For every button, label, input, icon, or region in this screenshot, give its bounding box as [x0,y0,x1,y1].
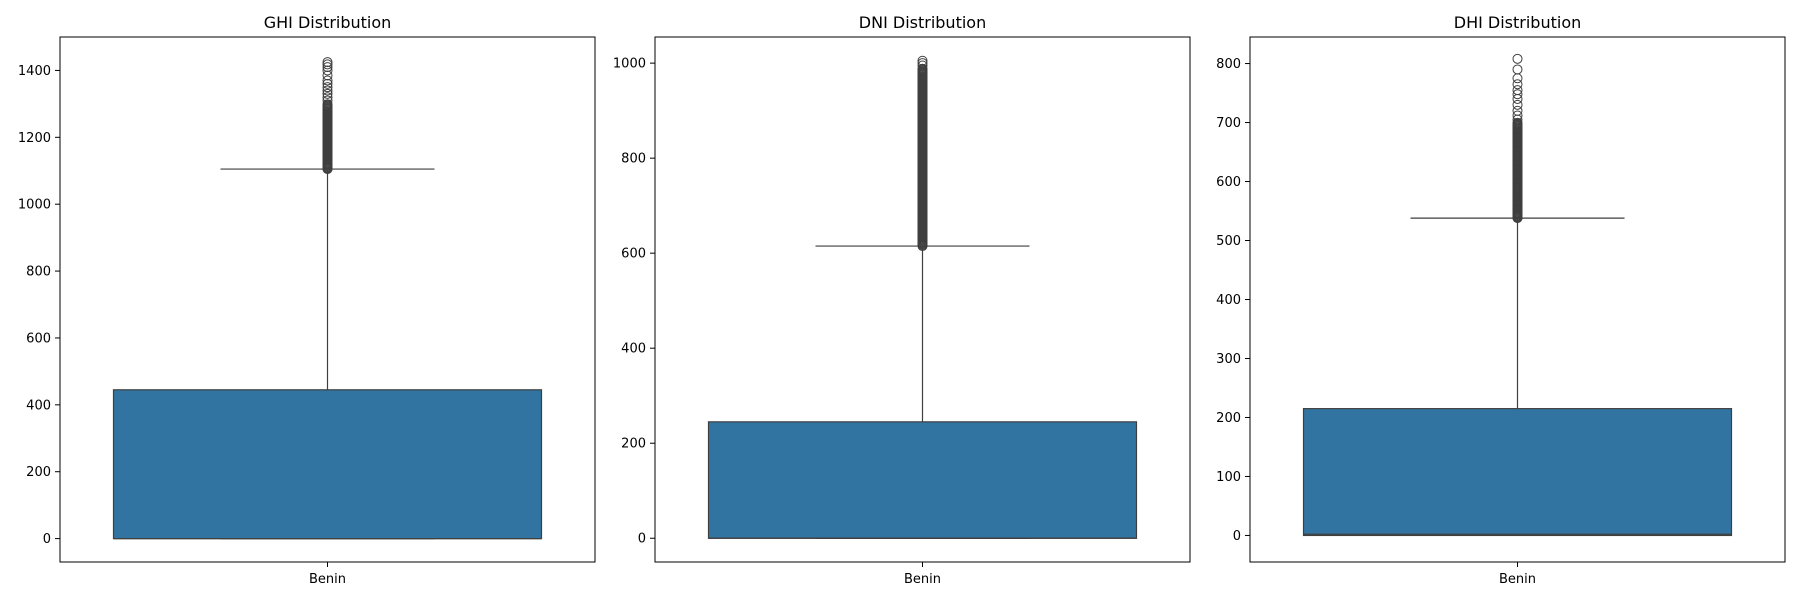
outlier-point [1512,79,1523,90]
axes-frame [1249,36,1786,563]
y-tick-label: 200 [26,465,51,480]
chart-title: DNI Distribution [859,13,986,32]
outlier-point [322,95,333,106]
outlier-point [1512,53,1523,64]
chart-title: GHI Distribution [264,13,392,32]
box [112,389,543,540]
outlier-point [322,92,333,103]
y-tick-label: 0 [43,532,51,547]
outlier-point [322,62,333,73]
outlier-point [917,58,928,69]
y-tick-label: 0 [1233,529,1241,544]
outlier-point [1512,99,1523,110]
panel-1: GHI Distribution 0 200 400 600 800 1000 1200 140… [18,13,596,587]
outlier-point [1512,117,1523,128]
y-tick-label: 600 [1216,175,1241,190]
box [707,421,1138,539]
x-tick-label: Benin [904,572,941,587]
outlier-point [1512,110,1523,121]
y-tick-label: 800 [26,265,51,280]
outlier-point [1512,105,1523,116]
outlier-point [917,60,928,71]
y-tick-label: 600 [26,331,51,346]
y-tick-label: 0 [638,532,646,547]
y-tick-label: 300 [1216,352,1241,367]
y-tick-label: 400 [26,398,51,413]
panel-2: DNI Distribution 0 200 400 600 800 1000 Benin [613,13,1191,587]
outlier-point [917,63,928,74]
y-tick-label: 400 [621,342,646,357]
y-tick-label: 200 [1216,411,1241,426]
y-tick-label: 1200 [18,131,51,146]
outlier-point [1512,64,1523,75]
outlier-point [1512,73,1523,84]
outlier-point [322,65,333,76]
y-tick-label: 400 [1216,293,1241,308]
outliers [322,57,333,175]
box [1302,408,1733,537]
y-tick-label: 1000 [613,57,646,72]
chart-title: DHI Distribution [1454,13,1582,32]
y-tick-label: 800 [621,152,646,167]
outlier-point [322,78,333,89]
outliers [917,55,928,252]
outlier-point [322,88,333,99]
y-tick-label: 800 [1216,57,1241,72]
outliers [1512,53,1523,224]
y-tick-label: 700 [1216,116,1241,131]
x-tick-label: Benin [309,572,346,587]
outlier-point [322,57,333,68]
outlier-point [322,82,333,93]
outlier-point [1512,89,1523,100]
y-tick-label: 600 [621,247,646,262]
x-tick-label: Benin [1499,572,1536,587]
outlier-point [917,55,928,66]
y-tick-label: 500 [1216,234,1241,249]
axes-frame [59,36,596,563]
outlier-point [322,99,333,110]
outlier-point [322,59,333,70]
axes-frame [654,36,1191,563]
panel-3: DHI Distribution 0 100 200 300 400 500 600 700 80… [1216,13,1786,587]
y-tick-label: 100 [1216,470,1241,485]
y-tick-label: 200 [621,437,646,452]
outlier-point [322,70,333,81]
outlier-point [322,85,333,96]
y-tick-label: 1000 [18,198,51,213]
outlier-point [1512,85,1523,96]
y-tick-label: 1400 [18,64,51,79]
outlier-point [322,75,333,86]
